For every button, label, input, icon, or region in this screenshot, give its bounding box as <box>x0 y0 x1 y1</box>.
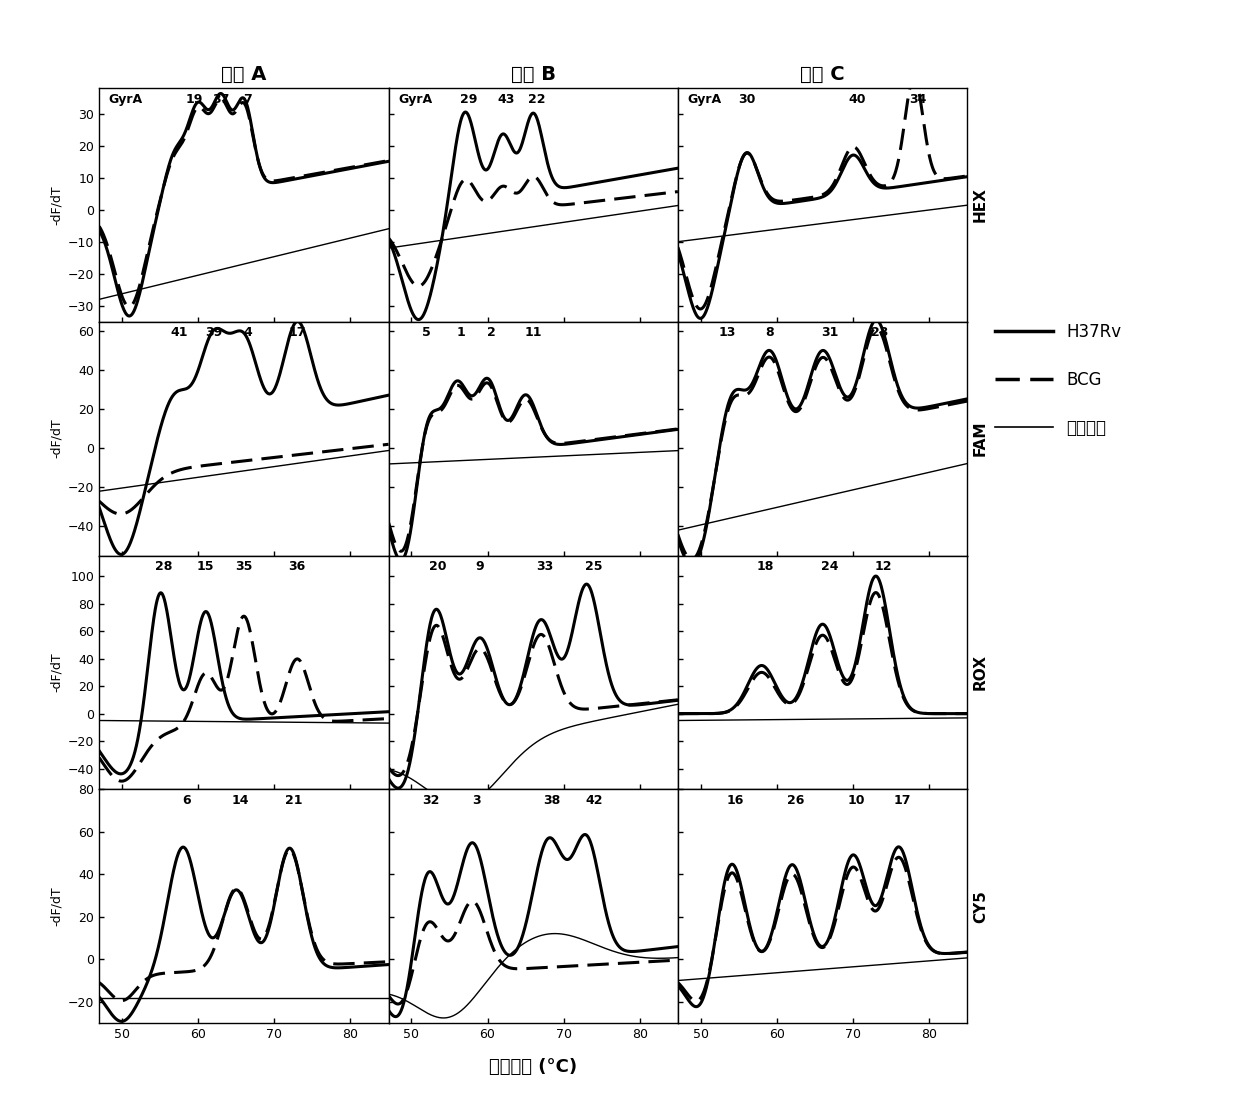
Text: 2: 2 <box>487 327 496 340</box>
Text: 30: 30 <box>738 92 755 106</box>
Text: 42: 42 <box>585 794 603 807</box>
Text: 19: 19 <box>186 92 203 106</box>
Text: 1: 1 <box>456 327 465 340</box>
Text: 13: 13 <box>719 327 737 340</box>
Text: 24: 24 <box>821 560 839 573</box>
Text: 8: 8 <box>765 327 774 340</box>
Y-axis label: -dF/dT: -dF/dT <box>50 185 62 224</box>
Text: GyrA: GyrA <box>109 92 143 106</box>
Text: 29: 29 <box>460 92 477 106</box>
Text: 20: 20 <box>429 560 446 573</box>
Text: 36: 36 <box>289 560 306 573</box>
Y-axis label: -dF/dT: -dF/dT <box>50 419 62 459</box>
Text: 10: 10 <box>848 794 866 807</box>
Text: 9: 9 <box>476 560 484 573</box>
Text: 41: 41 <box>170 327 188 340</box>
Text: 14: 14 <box>232 794 249 807</box>
Text: 21: 21 <box>285 794 303 807</box>
Text: 3: 3 <box>471 794 480 807</box>
Title: 反应 C: 反应 C <box>800 65 844 84</box>
Text: CY5: CY5 <box>973 890 988 923</box>
Text: FAM: FAM <box>973 421 988 456</box>
Text: 25: 25 <box>585 560 603 573</box>
Title: 反应 A: 反应 A <box>221 65 267 84</box>
Text: 38: 38 <box>543 794 560 807</box>
Text: 39: 39 <box>205 327 222 340</box>
Text: 23: 23 <box>870 327 888 340</box>
Text: 35: 35 <box>236 560 253 573</box>
Text: 5: 5 <box>423 327 432 340</box>
Text: 18: 18 <box>756 560 774 573</box>
Text: 34: 34 <box>909 92 926 106</box>
Y-axis label: -dF/dT: -dF/dT <box>50 887 62 926</box>
Text: 33: 33 <box>536 560 553 573</box>
Text: 熔点温度 (°C): 熔点温度 (°C) <box>489 1058 578 1076</box>
Text: 43: 43 <box>498 92 516 106</box>
Text: 28: 28 <box>155 560 172 573</box>
Text: 6: 6 <box>182 794 191 807</box>
Text: GyrA: GyrA <box>687 92 722 106</box>
Text: 32: 32 <box>422 794 439 807</box>
Text: 17: 17 <box>289 327 306 340</box>
Text: 7: 7 <box>243 92 252 106</box>
Text: 11: 11 <box>525 327 542 340</box>
Text: GyrA: GyrA <box>398 92 433 106</box>
Text: 26: 26 <box>787 794 805 807</box>
Text: ROX: ROX <box>973 654 988 691</box>
Text: 4: 4 <box>243 327 252 340</box>
Text: HEX: HEX <box>973 187 988 222</box>
Text: 31: 31 <box>821 327 838 340</box>
Text: 17: 17 <box>894 794 911 807</box>
Text: 22: 22 <box>528 92 546 106</box>
Text: 16: 16 <box>727 794 744 807</box>
Text: 40: 40 <box>848 92 866 106</box>
Text: 37: 37 <box>212 92 229 106</box>
Y-axis label: -dF/dT: -dF/dT <box>50 652 62 692</box>
Text: 12: 12 <box>874 560 893 573</box>
Text: 15: 15 <box>197 560 215 573</box>
Legend: H37Rv, BCG, 阴性对照: H37Rv, BCG, 阴性对照 <box>988 317 1128 443</box>
Title: 反应 B: 反应 B <box>511 65 556 84</box>
